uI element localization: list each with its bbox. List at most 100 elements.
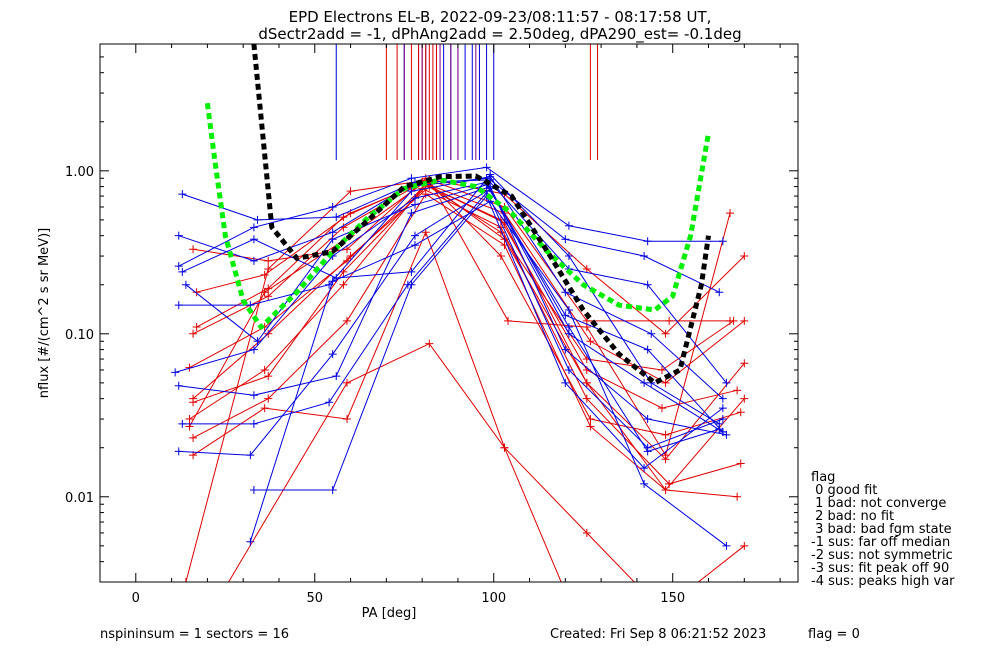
blue-series-point xyxy=(325,398,334,407)
red-series-point xyxy=(661,329,670,338)
red-series-point xyxy=(421,190,430,199)
blue-series-point xyxy=(410,241,419,250)
red-series-line-5 xyxy=(189,187,741,485)
red-series-point xyxy=(500,443,509,452)
blue-series-point xyxy=(253,215,262,224)
red-series-point xyxy=(586,337,595,346)
red-series-point xyxy=(657,365,666,374)
blue-series-point xyxy=(328,235,337,244)
blue-series-point xyxy=(564,323,573,332)
blue-series-point xyxy=(178,190,187,199)
red-series-point xyxy=(260,365,269,374)
blue-series-point xyxy=(643,447,652,456)
blue-series-point xyxy=(643,415,652,424)
series-blue-group xyxy=(171,163,731,550)
chart-title-line-2: dSectr2add = -1, dPhAng2add = 2.50deg, d… xyxy=(258,25,742,43)
blue-series-point xyxy=(174,231,183,240)
red-series-point xyxy=(342,415,351,424)
blue-series-point xyxy=(640,252,649,261)
blue-series-line-6 xyxy=(178,190,723,456)
red-series-point xyxy=(725,209,734,218)
red-series-point xyxy=(264,264,273,273)
blue-series-point xyxy=(249,345,258,354)
red-series-point xyxy=(264,256,273,265)
legend-entry: -1 sus: far off median xyxy=(811,535,951,550)
legend-entry: 0 good fit xyxy=(811,483,878,498)
red-series-point xyxy=(736,459,745,468)
legend-entry: 3 bad: bad fgm state xyxy=(811,522,952,537)
red-series-point xyxy=(740,394,749,403)
blue-series-point xyxy=(640,464,649,473)
red-series-point xyxy=(339,280,348,289)
blue-series-point xyxy=(249,419,258,428)
red-series-point xyxy=(342,378,351,387)
blue-series-point xyxy=(640,479,649,488)
red-series-point xyxy=(346,187,355,196)
blue-series-point xyxy=(718,415,727,424)
blue-series-point xyxy=(249,486,258,495)
y-axis: 0.01 0.10 1.00 nflux [#/(cm^2 s sr MeV)] xyxy=(37,43,798,583)
blue-series-point xyxy=(715,425,724,434)
x-axis: 0 50 100 150 PA [deg] xyxy=(132,44,781,621)
red-series-point xyxy=(346,252,355,261)
blue-series-point xyxy=(328,277,337,286)
red-series-point xyxy=(582,264,591,273)
blue-series-point xyxy=(407,267,416,276)
blue-series-point xyxy=(171,368,180,377)
blue-series-point xyxy=(249,391,258,400)
blue-series-point xyxy=(561,288,570,297)
red-series-point xyxy=(740,359,749,368)
blue-series-point xyxy=(643,237,652,246)
legend-entry: -2 sus: not symmetric xyxy=(811,548,953,563)
x-axis-label: PA [deg] xyxy=(362,606,417,621)
blue-series-point xyxy=(174,262,183,271)
red-series-line-7 xyxy=(192,230,745,582)
x-tick-label: 50 xyxy=(306,591,323,606)
blue-series-point xyxy=(722,541,731,550)
x-tick-label: 150 xyxy=(660,591,685,606)
blue-series-point xyxy=(174,381,183,390)
red-series-point xyxy=(582,394,591,403)
blue-series-point xyxy=(643,280,652,289)
blue-series-point xyxy=(643,345,652,354)
legend-entry: -4 sus: peaks high var xyxy=(811,574,955,589)
red-series-point xyxy=(189,245,198,254)
y-tick-label: 0.01 xyxy=(65,491,94,506)
red-series-point xyxy=(740,316,749,325)
plot-frame xyxy=(99,43,799,583)
red-series-point xyxy=(496,252,505,261)
red-series-point xyxy=(586,415,595,424)
red-series-point xyxy=(740,541,749,550)
red-series-point xyxy=(661,430,670,439)
blue-series-line-11 xyxy=(182,187,720,452)
red-series-point xyxy=(185,415,194,424)
blue-series-point xyxy=(718,237,727,246)
red-series-point xyxy=(264,329,273,338)
blue-series-point xyxy=(178,267,187,276)
red-series-line-6 xyxy=(192,193,738,498)
red-series-point xyxy=(661,486,670,495)
red-series-point xyxy=(189,433,198,442)
red-series-line-9 xyxy=(227,343,562,582)
legend-entry: 2 bad: no fit xyxy=(811,509,895,524)
fit-curves xyxy=(204,44,711,386)
blue-series-point xyxy=(482,163,491,172)
blue-series-point xyxy=(718,394,727,403)
blue-series-point xyxy=(328,486,337,495)
blue-series-point xyxy=(249,223,258,232)
red-series-point xyxy=(504,316,513,325)
red-series-point xyxy=(260,404,269,413)
blue-series-point xyxy=(564,329,573,338)
red-series-point xyxy=(264,394,273,403)
blue-series-point xyxy=(178,419,187,428)
blue-series-point xyxy=(564,365,573,374)
red-series-line-3 xyxy=(189,184,738,409)
blue-series-point xyxy=(174,447,183,456)
x-tick-label: 100 xyxy=(481,591,506,606)
blue-series-point xyxy=(564,252,573,261)
footer-spin-info: nspininsum = 1 sectors = 16 xyxy=(100,627,289,642)
red-series-point xyxy=(733,386,742,395)
blue-series-point xyxy=(328,202,337,211)
footer-created: Created: Fri Sep 8 06:21:52 2023 xyxy=(550,627,767,642)
